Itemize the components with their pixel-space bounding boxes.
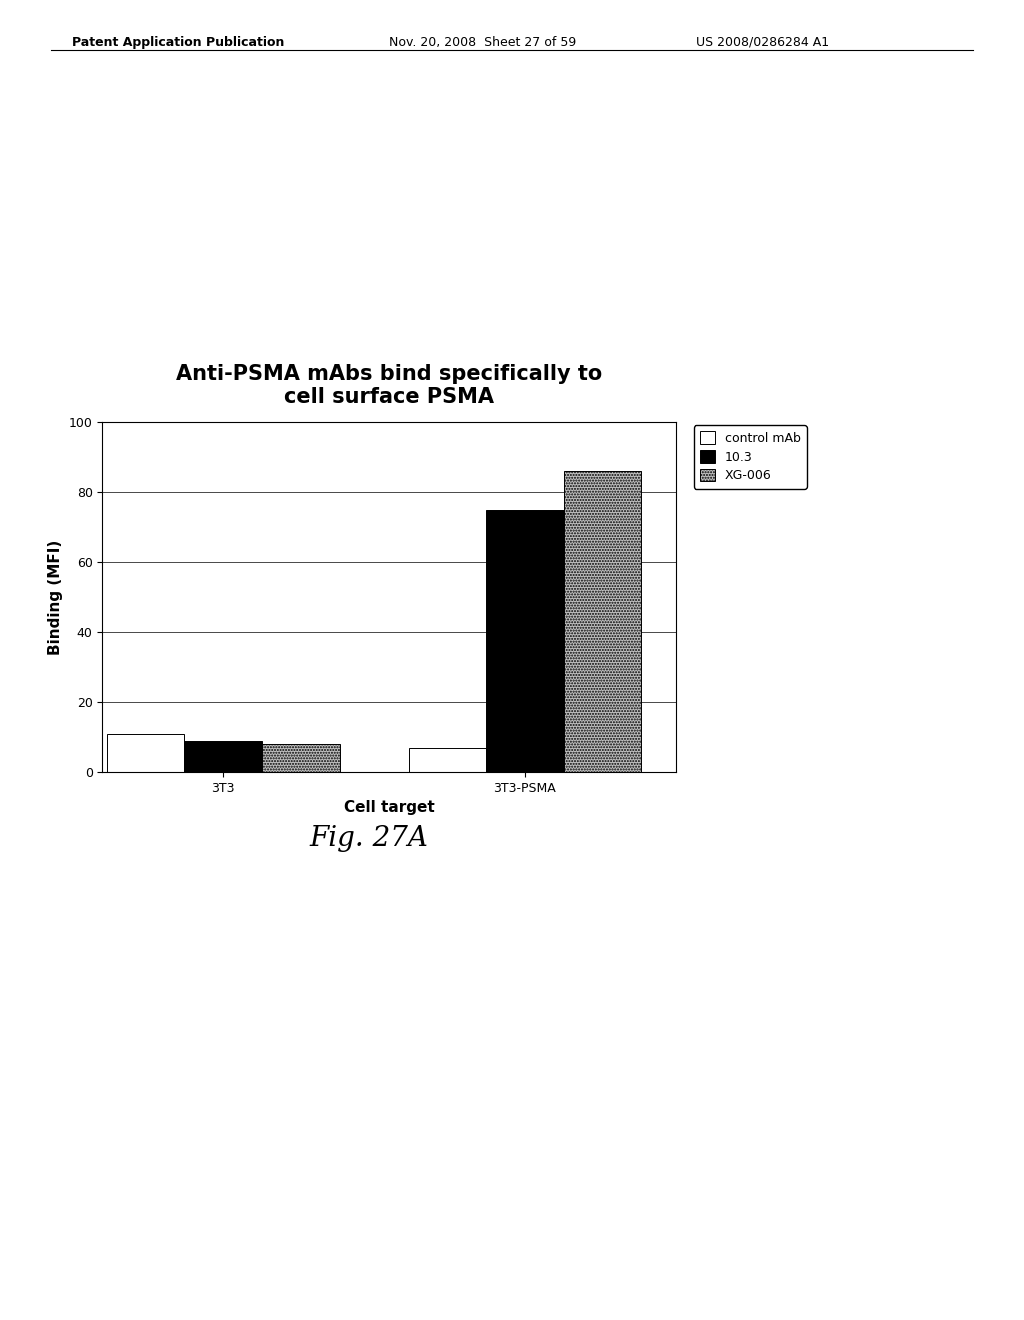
- Bar: [262, 744, 340, 772]
- Title: Anti-PSMA mAbs bind specifically to
cell surface PSMA: Anti-PSMA mAbs bind specifically to cell…: [176, 364, 602, 407]
- Bar: [409, 747, 486, 772]
- Text: Patent Application Publication: Patent Application Publication: [72, 36, 284, 49]
- Bar: [184, 741, 262, 772]
- Y-axis label: Binding (MFI): Binding (MFI): [48, 540, 63, 655]
- X-axis label: Cell target: Cell target: [344, 800, 434, 816]
- Text: Fig. 27A: Fig. 27A: [309, 825, 428, 851]
- Text: US 2008/0286284 A1: US 2008/0286284 A1: [696, 36, 829, 49]
- Bar: [564, 471, 641, 772]
- Bar: [486, 510, 564, 772]
- Text: Nov. 20, 2008  Sheet 27 of 59: Nov. 20, 2008 Sheet 27 of 59: [389, 36, 577, 49]
- Bar: [106, 734, 184, 772]
- Legend: control mAb, 10.3, XG-006: control mAb, 10.3, XG-006: [693, 425, 807, 488]
